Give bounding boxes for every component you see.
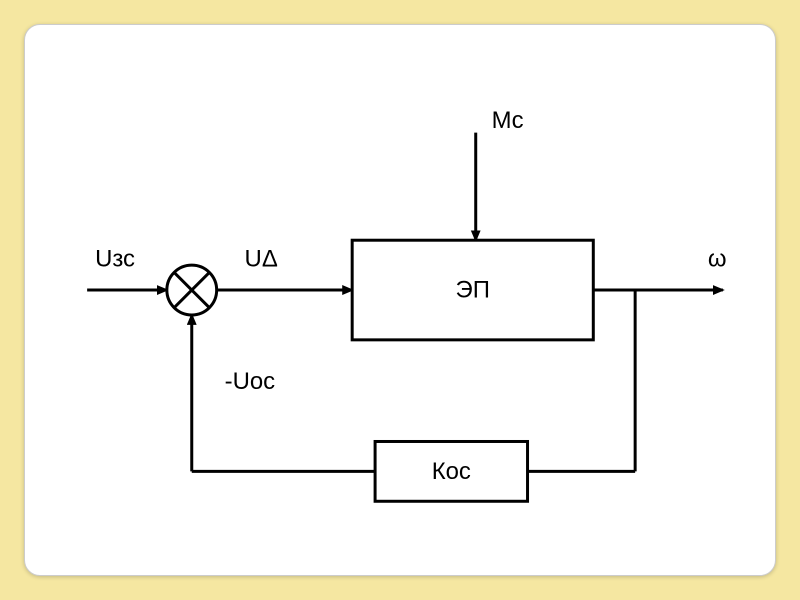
kos-block-label: Кос (432, 458, 471, 485)
label-uzc: Uзс (95, 246, 135, 273)
diagram-inner-panel: ЭП Кос Uзс UΔ Mc ω -Uoc (24, 24, 776, 576)
label-minus-uoc: -Uoc (225, 368, 276, 395)
label-omega: ω (708, 246, 727, 273)
block-diagram-svg: ЭП Кос Uзс UΔ Mc ω -Uoc (25, 25, 775, 575)
label-udelta: UΔ (245, 246, 278, 273)
label-mc: Mc (492, 107, 524, 134)
diagram-outer-frame: ЭП Кос Uзс UΔ Mc ω -Uoc (0, 0, 800, 600)
ep-block-label: ЭП (456, 277, 490, 304)
